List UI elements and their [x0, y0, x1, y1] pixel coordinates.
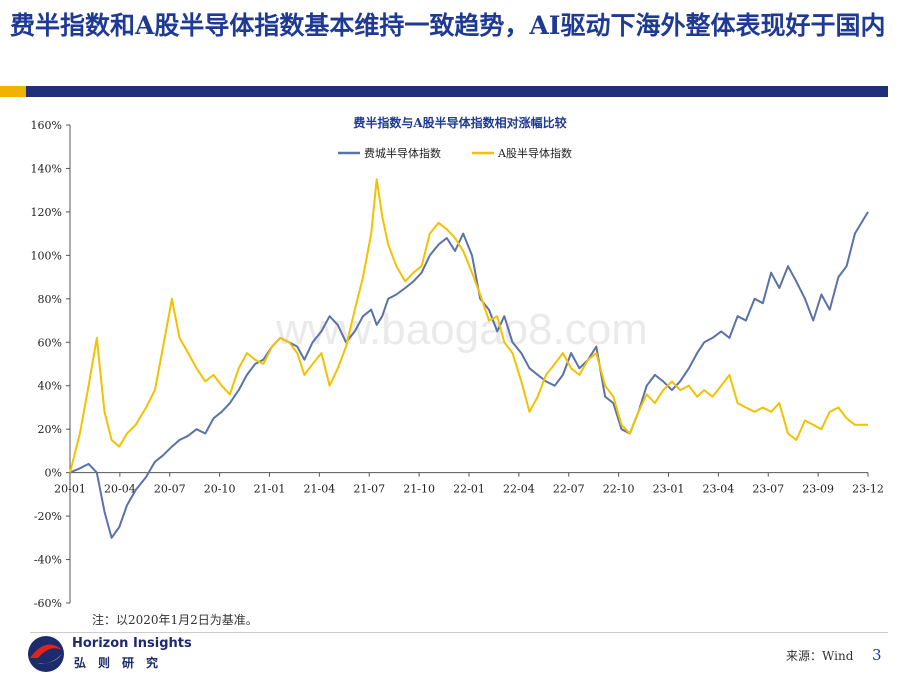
x-tick-label: 23-01	[653, 483, 685, 496]
y-tick-label: 160%	[31, 119, 62, 132]
chart-note: 注：以2020年1月2日为基准。	[92, 613, 258, 627]
series-line-a-share	[69, 178, 868, 473]
x-tick-label: 23-12	[852, 483, 884, 496]
x-tick-label: 21-01	[254, 483, 286, 496]
x-tick-label: 22-01	[453, 483, 485, 496]
x-tick-label: 20-01	[54, 483, 86, 496]
y-tick-label: 20%	[38, 423, 62, 436]
x-tick-label: 20-07	[154, 483, 186, 496]
x-tick-label: 21-07	[353, 483, 385, 496]
x-tick-label: 21-04	[304, 483, 336, 496]
x-tick-label: 22-04	[503, 483, 535, 496]
relative-gain-line-chart: 费半指数与A股半导体指数相对涨幅比较 费城半导体指数 A股半导体指数 www.b…	[31, 115, 884, 610]
x-tick-label: 20-10	[204, 483, 236, 496]
y-tick-label: 40%	[38, 380, 62, 393]
x-tick-label: 21-10	[403, 483, 435, 496]
logo-mark-icon	[28, 636, 64, 672]
logo-english-name: Horizon Insights	[72, 636, 192, 651]
y-tick-label: -20%	[34, 510, 62, 523]
divider-gold-segment	[0, 86, 26, 97]
y-tick-label: 80%	[38, 293, 62, 306]
source-note: 来源：Wind	[786, 649, 854, 663]
y-tick-label: 100%	[31, 249, 62, 262]
chart-axes: 160% 140% 120% 100% 80% 60% 40% 20% 0% -20% -40% -6…	[31, 119, 884, 610]
page-title: 费半指数和A股半导体指数基本维持一致趋势，AI驱动下海外整体表现好于国内	[10, 11, 886, 40]
y-tick-label: 140%	[31, 162, 62, 175]
legend-label-a-share: A股半导体指数	[497, 146, 572, 160]
chart-series	[69, 178, 869, 539]
x-tick-label: 22-10	[603, 483, 635, 496]
horizon-insights-logo: Horizon Insights 弘则研究	[24, 630, 204, 680]
logo-chinese-name: 弘则研究	[74, 656, 171, 670]
y-tick-label: 60%	[38, 336, 62, 349]
y-tick-label: -40%	[34, 554, 62, 567]
x-tick-label: 23-07	[752, 483, 784, 496]
page-number: 3	[872, 646, 882, 664]
series-line-sox	[69, 211, 869, 539]
title-divider-bar	[0, 86, 888, 97]
y-tick-label: 0%	[45, 467, 62, 480]
y-tick-label: 120%	[31, 206, 62, 219]
watermark-text: www.baogao8.com	[275, 305, 648, 354]
x-tick-label: 20-04	[104, 483, 136, 496]
legend-label-sox: 费城半导体指数	[364, 146, 441, 160]
chart-legend: 费城半导体指数 A股半导体指数	[338, 146, 572, 160]
divider-navy-segment	[26, 86, 888, 97]
x-tick-label: 22-07	[553, 483, 585, 496]
x-tick-label: 23-04	[703, 483, 735, 496]
x-tick-label: 23-09	[802, 483, 834, 496]
chart-title: 费半指数与A股半导体指数相对涨幅比较	[353, 115, 566, 130]
y-tick-label: -60%	[34, 597, 62, 610]
footer-divider	[30, 632, 888, 633]
